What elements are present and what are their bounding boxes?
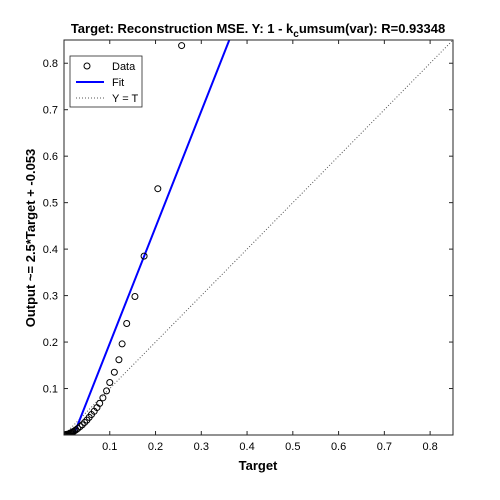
data-point xyxy=(96,399,104,407)
y-tick-label: 0.8 xyxy=(43,58,58,70)
y-axis-label: Output ~= 2.5*Target + -0.053 xyxy=(23,149,38,328)
x-tick-label: 0.5 xyxy=(285,441,300,453)
x-tick-label: 0.2 xyxy=(148,441,163,453)
data-point xyxy=(106,378,114,386)
x-tick-label: 0.3 xyxy=(194,441,209,453)
data-point xyxy=(123,319,131,327)
y-tick-label: 0.4 xyxy=(43,244,58,256)
data-point xyxy=(115,356,123,364)
x-tick-label: 0.7 xyxy=(377,441,392,453)
data-point xyxy=(154,185,162,193)
data-point xyxy=(131,293,139,301)
x-tick-label: 0.4 xyxy=(239,441,254,453)
x-axis-label: Target xyxy=(239,458,278,473)
y-tick-label: 0.5 xyxy=(43,198,58,210)
data-point xyxy=(178,42,186,50)
y-tick-label: 0.1 xyxy=(43,384,58,396)
legend: Data Fit Y = T xyxy=(69,55,143,108)
x-tick-label: 0.8 xyxy=(422,441,437,453)
fit-line xyxy=(72,40,231,435)
data-points xyxy=(64,42,186,435)
data-point xyxy=(78,421,86,429)
legend-data-marker xyxy=(83,62,91,70)
y-tick-marks: 0.1 0.2 0.3 0.4 0.5 0.6 0.7 0.8 xyxy=(43,58,453,396)
data-point xyxy=(140,252,148,260)
data-point xyxy=(76,423,84,431)
y-tick-label: 0.7 xyxy=(43,105,58,117)
x-tick-marks: 0.1 0.2 0.3 0.4 0.5 0.6 0.7 0.8 xyxy=(102,40,438,453)
legend-data-label: Data xyxy=(112,61,136,73)
x-tick-label: 0.1 xyxy=(102,441,117,453)
chart-title: Target: Reconstruction MSE. Y: 1 - kcums… xyxy=(71,21,445,40)
data-point xyxy=(99,394,107,402)
data-point xyxy=(103,387,111,395)
legend-fit-label: Fit xyxy=(112,77,124,89)
legend-identity-label: Y = T xyxy=(112,93,138,105)
data-point xyxy=(110,368,118,376)
y-tick-label: 0.3 xyxy=(43,291,58,303)
data-point xyxy=(74,424,82,432)
data-point xyxy=(118,340,126,348)
x-tick-label: 0.6 xyxy=(331,441,346,453)
y-tick-label: 0.2 xyxy=(43,337,58,349)
y-tick-label: 0.6 xyxy=(43,151,58,163)
plot-frame xyxy=(63,39,454,436)
data-point xyxy=(81,418,89,426)
